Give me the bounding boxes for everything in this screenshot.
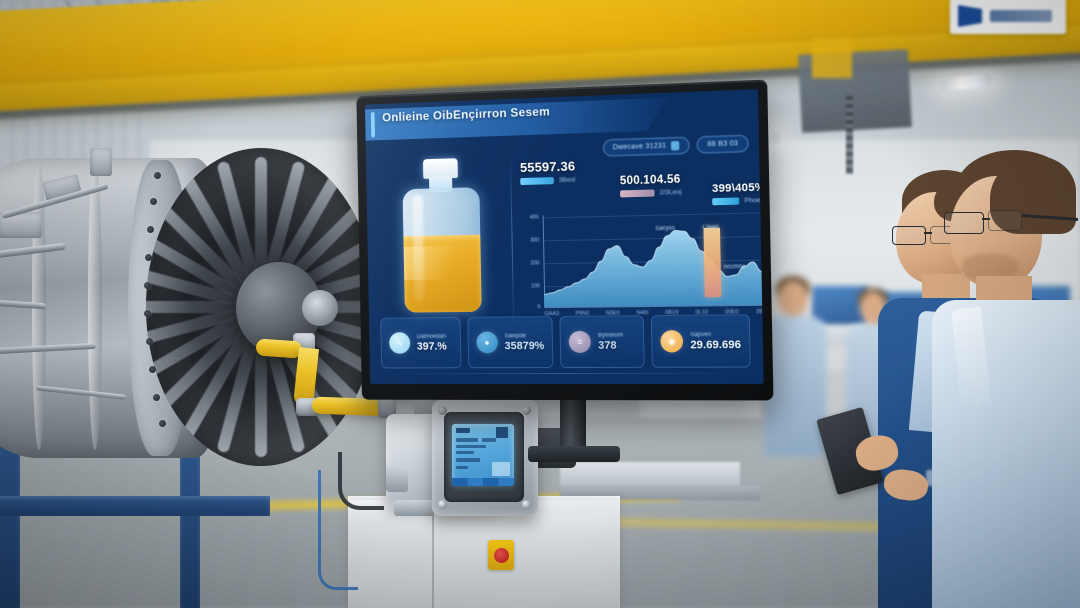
kpi-value: 55597.36 [519, 158, 576, 176]
control-cabinet [348, 500, 620, 608]
kpi-sublabel: 3Beol [558, 176, 576, 184]
thermo-icon: ≡ [568, 330, 592, 353]
status-card[interactable]: ● Saiepde 35879% [467, 316, 554, 369]
kpi-bar [520, 177, 554, 186]
glasses [988, 210, 1022, 231]
status-card-label: Dalmoedan [416, 333, 447, 340]
hair [990, 156, 1076, 234]
conveyor-rail [560, 462, 740, 486]
status-card-label: Saiepde [504, 332, 527, 339]
chart-annotation: nccmne [723, 263, 746, 271]
gauge-icon: ◉ [660, 330, 684, 353]
hose-coupling [378, 396, 396, 418]
jet-turbine-engine [0, 148, 376, 480]
bottle-body [402, 187, 482, 313]
background-worker [762, 276, 832, 456]
y-tick-label: 100 [530, 283, 541, 290]
wave-icon: ∿ [389, 332, 411, 354]
glasses [892, 226, 926, 245]
status-card[interactable]: ≡ Bytnelom 378 [559, 315, 645, 369]
kpi-value: 399\405% [711, 181, 764, 196]
crane-hoist [812, 38, 852, 78]
chart-annotation: Cteen [702, 224, 720, 232]
panel-divider [509, 150, 515, 336]
emergency-stop-button[interactable] [488, 540, 514, 570]
wall-logo-sign [950, 0, 1066, 34]
kpi-bar [712, 197, 740, 206]
glasses [944, 212, 984, 234]
y-tick-label: 300 [530, 237, 540, 244]
oil-sample-bottle [379, 153, 505, 333]
x-tick-label: 28 [755, 308, 763, 316]
cabinet-door-seam [432, 510, 434, 608]
power-cable [318, 470, 358, 590]
crane-chain [846, 96, 853, 174]
kpi-item: 500.104.56 2/3Leoj [620, 174, 682, 198]
status-card-value: 378 [597, 339, 617, 352]
monitor-stand-base [528, 446, 620, 462]
sensor-mounting-foot [394, 500, 434, 516]
kpi-sublabel: Phoen [744, 196, 764, 205]
glasses-bridge [924, 232, 932, 234]
dashboard-button-primary[interactable]: Dwecave 31231 [602, 136, 691, 157]
oil-hose [255, 338, 303, 359]
sensor-lcd-display[interactable] [452, 424, 514, 486]
kpi-item: 55597.36 3Beol [519, 158, 576, 186]
monitor-stand-neck [560, 396, 586, 450]
kpi-value: 500.104.56 [619, 173, 681, 188]
dashboard-button-primary-label: Dwecave 31231 [612, 142, 667, 152]
status-card[interactable]: ∿ Dalmoedan 397.% [380, 316, 462, 369]
status-card-row: ∿ Dalmoedan 397.% ● Saiepde 35879% [380, 314, 751, 369]
bottle-highlight [412, 194, 425, 301]
dashboard-button-secondary[interactable]: 88 B3 03 [696, 134, 749, 154]
status-card-label: Sapven [690, 331, 712, 338]
beard-stubble [962, 254, 1018, 280]
status-card-value: 397.% [416, 340, 447, 353]
y-tick-label: 0 [537, 304, 541, 311]
kpi-bar [620, 189, 655, 198]
chart-annotation: Sacyss [655, 225, 676, 233]
oil-trend-chart[interactable]: 400 300 200 100 0 [517, 210, 764, 337]
dashboard-screen[interactable]: Onlieine OibEnçiırron Sesem Dwecave 3123… [364, 89, 764, 385]
status-card-label: Bytnelom [597, 332, 624, 339]
chip-icon [671, 141, 680, 151]
y-tick-label: 400 [529, 214, 539, 221]
card-row-glow [381, 372, 751, 375]
y-tick-label: 200 [530, 260, 540, 267]
engine-hub [302, 290, 338, 326]
oil-condition-dashboard: Onlieine OibEnçiırron Sesem Dwecave 3123… [365, 89, 764, 384]
title-accent-bar [371, 112, 375, 137]
glasses-bridge [982, 218, 990, 220]
monitor-bezel: Onlieine OibEnçiırron Sesem Dwecave 3123… [356, 79, 774, 401]
status-card-value: 35879% [504, 339, 545, 352]
chart-marker-bar [703, 227, 722, 298]
wall-mounted-dashboard-monitor[interactable]: Onlieine OibEnçiırron Sesem Dwecave 3123… [356, 79, 774, 401]
kpi-sublabel: 2/3Leoj [659, 188, 682, 197]
droplet-icon: ● [476, 331, 498, 354]
status-card-value: 29.69.696 [690, 338, 742, 351]
engine-sensor-mount [90, 148, 112, 176]
sensor-mounting-bracket [386, 466, 408, 492]
kpi-row: 55597.36 3Beol 500.104.56 2/3Leoj [520, 152, 764, 216]
dashboard-button-secondary-label: 88 B3 03 [707, 140, 739, 149]
sensor-vent [414, 394, 432, 418]
status-card[interactable]: ◉ Sapven 29.69.696 [650, 314, 751, 368]
kpi-item: 399\405% Phoen [711, 181, 764, 206]
chart-area-series [543, 210, 763, 308]
engineer-light-shirt [932, 150, 1080, 608]
